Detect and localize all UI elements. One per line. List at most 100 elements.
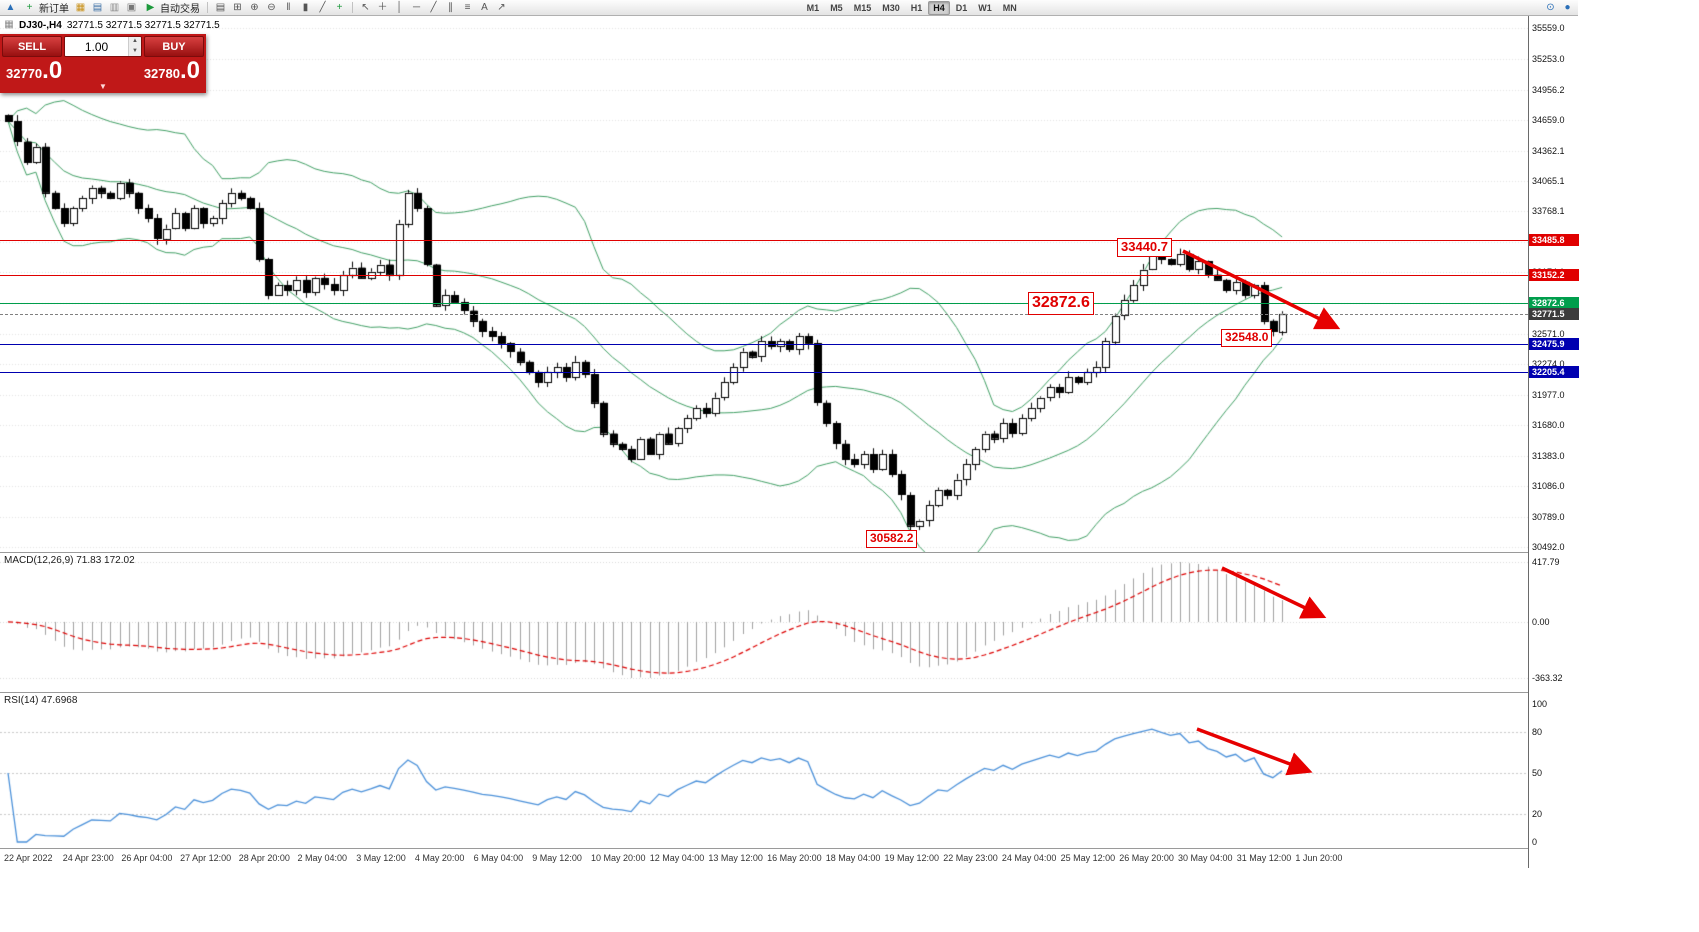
level-line-32205.4[interactable] (0, 371, 1528, 373)
volume-spinner: ▲ ▼ (128, 37, 141, 56)
time-label: 4 May 20:00 (414, 853, 465, 863)
new-order-icon: + (26, 1, 33, 13)
new-order-label: 新订单 (39, 4, 69, 15)
price-tick: 33768.1 (1532, 206, 1565, 217)
macd-axis-tick: 417.79 (1532, 557, 1560, 567)
time-label: 24 May 04:00 (1001, 853, 1057, 863)
data-window-icon[interactable]: ▤ (92, 1, 103, 13)
price-badge-33485.8: 33485.8 (1529, 234, 1579, 247)
price-tick: 34065.1 (1532, 176, 1565, 187)
time-label: 12 May 04:00 (649, 853, 705, 863)
navigator-icon[interactable]: ▥ (109, 1, 120, 13)
volume-down-icon[interactable]: ▼ (129, 46, 141, 56)
text-tool-icon[interactable]: A (481, 1, 488, 13)
price-tick: 34956.2 (1532, 84, 1565, 95)
price-tick: 31383.0 (1532, 450, 1565, 461)
timeframe-m15[interactable]: M15 (853, 2, 872, 13)
horizontal-line-icon[interactable]: ─ (412, 1, 421, 13)
price-badge-32475.9: 32475.9 (1529, 337, 1579, 350)
price-axis[interactable]: 35559.0 35253.0 34956.2 34659.0 34362.1 34065… (1528, 16, 1579, 868)
price-annotation[interactable]: 30582.2 (866, 530, 918, 548)
fibonacci-icon[interactable]: ≡ (464, 1, 471, 13)
level-line-33485.8[interactable] (0, 240, 1528, 242)
price-chart-canvas[interactable] (0, 16, 1528, 552)
price-tick: 32274.0 (1532, 359, 1565, 370)
time-axis[interactable]: 22 Apr 2022 24 Apr 23:00 26 Apr 04:00 27 Ap… (0, 848, 1528, 869)
timeframe-h4[interactable]: H4 (928, 0, 950, 15)
price-annotation[interactable]: 32548.0 (1221, 329, 1273, 347)
rsi-chart-canvas[interactable] (0, 692, 1528, 848)
time-label: 19 May 12:00 (884, 853, 940, 863)
zoom-out-icon[interactable]: ⊖ (267, 1, 276, 13)
timeframe-m5[interactable]: M5 (830, 2, 843, 13)
timeframe-group: M1 M5 M15 M30 H1 H4 D1 W1 MN (802, 0, 1022, 15)
level-line-32475.9[interactable] (0, 343, 1528, 345)
price-badge-32872.6: 32872.6 (1529, 297, 1579, 310)
time-label: 30 May 04:00 (1178, 853, 1233, 863)
indicators-icon[interactable]: + (336, 1, 343, 13)
time-label: 24 Apr 23:00 (62, 853, 114, 863)
help-icon[interactable]: ● (1564, 1, 1571, 13)
time-label: 31 May 12:00 (1236, 853, 1292, 863)
toolbar: ▲ + 新订单 ▦ ▤ ▥ ▣ ▶ 自动交易 ▤ ⊞ ⊕ ⊖ ‖ ▮ ╱ + ↖… (0, 0, 1578, 16)
new-chart-icon[interactable]: ▤ (215, 1, 226, 13)
level-line-32872.6[interactable] (0, 303, 1528, 305)
rsi-axis-tick: 50 (1532, 768, 1543, 778)
price-tick: 30492.0 (1532, 542, 1565, 552)
macd-chart-canvas[interactable] (0, 552, 1528, 692)
time-label: 27 Apr 12:00 (180, 853, 232, 863)
market-watch-icon[interactable]: ▦ (75, 1, 86, 13)
tile-windows-icon[interactable]: ⊞ (233, 1, 242, 13)
trendline-icon[interactable]: ╱ (430, 1, 437, 13)
timeframe-h1[interactable]: H1 (910, 2, 923, 13)
volume-input[interactable] (65, 37, 128, 56)
price-tick: 31680.0 (1532, 420, 1565, 431)
time-label: 3 May 12:00 (356, 853, 406, 863)
price-tick: 35559.0 (1532, 23, 1565, 33)
search-icon[interactable]: ⊙ (1546, 1, 1555, 13)
arrow-tool-icon[interactable]: ↗ (497, 1, 506, 13)
line-chart-icon[interactable]: ╱ (319, 1, 326, 13)
play-icon: ▶ (146, 1, 155, 13)
chart-symbol-period: DJ30-,H4 (19, 19, 62, 31)
panel-separator[interactable] (0, 692, 1578, 693)
new-order-button[interactable]: + 新订单 (20, 1, 71, 16)
timeframe-m30[interactable]: M30 (882, 2, 900, 13)
crosshair-icon[interactable]: ＋ (377, 1, 388, 13)
price-tick: 31977.0 (1532, 389, 1565, 400)
price-annotation[interactable]: 33440.7 (1117, 238, 1172, 257)
macd-axis-tick: -363.32 (1532, 673, 1563, 683)
cursor-icon[interactable]: ↖ (361, 1, 370, 13)
buy-price: 32780 .0 (144, 59, 200, 83)
candlestick-chart-icon[interactable]: ▮ (302, 1, 309, 13)
timeframe-mn[interactable]: MN (1002, 2, 1017, 13)
time-label: 25 May 12:00 (1060, 853, 1116, 863)
panel-separator[interactable] (0, 552, 1578, 553)
bar-chart-icon[interactable]: ‖ (286, 1, 291, 13)
rsi-axis-tick: 0 (1532, 837, 1538, 847)
auto-trading-button[interactable]: ▶ 自动交易 (141, 1, 202, 16)
rsi-axis-tick: 80 (1532, 726, 1543, 737)
vertical-line-icon[interactable]: │ (396, 1, 403, 13)
rsi-axis-tick: 100 (1532, 699, 1548, 709)
zoom-in-icon[interactable]: ⊕ (250, 1, 259, 13)
one-click-trading-panel: SELL ▲ ▼ BUY 32770 .0 32780 .0 (0, 34, 206, 93)
price-tick: 35253.0 (1532, 54, 1565, 65)
terminal-icon[interactable]: ▣ (126, 1, 137, 13)
timeframe-w1[interactable]: W1 (978, 2, 992, 13)
time-label: 13 May 12:00 (708, 853, 763, 863)
volume-up-icon[interactable]: ▲ (129, 37, 141, 47)
timeframe-m1[interactable]: M1 (806, 2, 820, 13)
toolbar-separator (207, 2, 208, 13)
panel-collapse-icon[interactable]: ▼ (99, 82, 107, 91)
buy-button[interactable]: BUY (144, 36, 204, 57)
time-label: 2 May 04:00 (297, 853, 348, 863)
sell-price-big: .0 (42, 57, 63, 84)
timeframe-d1[interactable]: D1 (955, 2, 968, 13)
level-line-32771.5[interactable] (0, 313, 1528, 315)
sell-button[interactable]: SELL (2, 36, 62, 57)
channel-icon[interactable]: ∥ (448, 1, 453, 13)
level-line-33152.2[interactable] (0, 274, 1528, 276)
price-annotation[interactable]: 32872.6 (1028, 292, 1094, 315)
sell-price-small: 32770 (6, 66, 43, 81)
